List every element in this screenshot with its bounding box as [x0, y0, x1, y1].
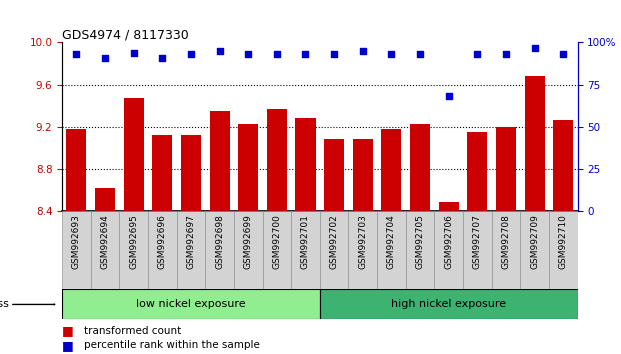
- Text: GSM992705: GSM992705: [415, 215, 425, 269]
- Text: GSM992696: GSM992696: [158, 215, 167, 269]
- FancyBboxPatch shape: [520, 211, 549, 289]
- Point: [129, 50, 138, 55]
- Text: ■: ■: [62, 339, 74, 352]
- FancyBboxPatch shape: [119, 211, 148, 289]
- Bar: [438, 202, 459, 211]
- Bar: [124, 98, 143, 211]
- Point: [301, 51, 310, 57]
- Bar: [238, 125, 258, 211]
- Text: percentile rank within the sample: percentile rank within the sample: [84, 340, 260, 350]
- Text: GSM992697: GSM992697: [186, 215, 196, 269]
- FancyBboxPatch shape: [348, 211, 377, 289]
- FancyBboxPatch shape: [206, 211, 234, 289]
- Bar: [296, 118, 315, 211]
- Bar: [553, 120, 573, 211]
- Text: GSM992706: GSM992706: [444, 215, 453, 269]
- FancyBboxPatch shape: [463, 211, 492, 289]
- Text: GSM992699: GSM992699: [243, 215, 253, 269]
- FancyBboxPatch shape: [320, 211, 348, 289]
- Point: [473, 51, 483, 57]
- Text: ■: ■: [62, 325, 74, 337]
- FancyBboxPatch shape: [91, 211, 119, 289]
- FancyBboxPatch shape: [291, 211, 320, 289]
- Text: stress: stress: [0, 299, 9, 309]
- FancyBboxPatch shape: [176, 211, 206, 289]
- Text: GSM992702: GSM992702: [330, 215, 338, 269]
- Point: [272, 51, 282, 57]
- Text: GSM992701: GSM992701: [301, 215, 310, 269]
- Text: low nickel exposure: low nickel exposure: [136, 298, 246, 309]
- Text: GSM992695: GSM992695: [129, 215, 138, 269]
- Bar: [525, 76, 545, 211]
- Point: [501, 51, 511, 57]
- Point: [243, 51, 253, 57]
- Point: [386, 51, 396, 57]
- FancyBboxPatch shape: [62, 211, 91, 289]
- Point: [443, 93, 453, 99]
- Bar: [496, 127, 516, 211]
- Text: GSM992700: GSM992700: [273, 215, 281, 269]
- Bar: [467, 132, 487, 211]
- FancyBboxPatch shape: [62, 289, 320, 319]
- Point: [358, 48, 368, 54]
- Bar: [152, 135, 173, 211]
- FancyBboxPatch shape: [549, 211, 578, 289]
- Text: transformed count: transformed count: [84, 326, 181, 336]
- Point: [157, 55, 167, 61]
- Bar: [66, 129, 86, 211]
- FancyBboxPatch shape: [263, 211, 291, 289]
- Text: GSM992707: GSM992707: [473, 215, 482, 269]
- FancyBboxPatch shape: [377, 211, 406, 289]
- Text: GSM992709: GSM992709: [530, 215, 539, 269]
- FancyBboxPatch shape: [434, 211, 463, 289]
- FancyBboxPatch shape: [320, 289, 578, 319]
- FancyBboxPatch shape: [406, 211, 434, 289]
- Text: GSM992703: GSM992703: [358, 215, 367, 269]
- Point: [100, 55, 110, 61]
- Point: [329, 51, 339, 57]
- Point: [530, 45, 540, 50]
- Bar: [324, 139, 344, 211]
- Text: GSM992698: GSM992698: [215, 215, 224, 269]
- Bar: [381, 129, 401, 211]
- Point: [558, 51, 568, 57]
- Bar: [95, 188, 115, 211]
- Point: [415, 51, 425, 57]
- Point: [186, 51, 196, 57]
- FancyBboxPatch shape: [492, 211, 520, 289]
- Text: GSM992694: GSM992694: [101, 215, 109, 269]
- Text: GSM992708: GSM992708: [501, 215, 510, 269]
- FancyBboxPatch shape: [234, 211, 263, 289]
- Bar: [209, 111, 230, 211]
- Text: GSM992704: GSM992704: [387, 215, 396, 269]
- FancyBboxPatch shape: [148, 211, 176, 289]
- Bar: [410, 125, 430, 211]
- Text: high nickel exposure: high nickel exposure: [391, 298, 506, 309]
- Point: [215, 48, 225, 54]
- Bar: [353, 139, 373, 211]
- Text: GSM992710: GSM992710: [559, 215, 568, 269]
- Text: GDS4974 / 8117330: GDS4974 / 8117330: [62, 28, 189, 41]
- Bar: [267, 109, 287, 211]
- Point: [71, 51, 81, 57]
- Text: GSM992693: GSM992693: [72, 215, 81, 269]
- Bar: [181, 135, 201, 211]
